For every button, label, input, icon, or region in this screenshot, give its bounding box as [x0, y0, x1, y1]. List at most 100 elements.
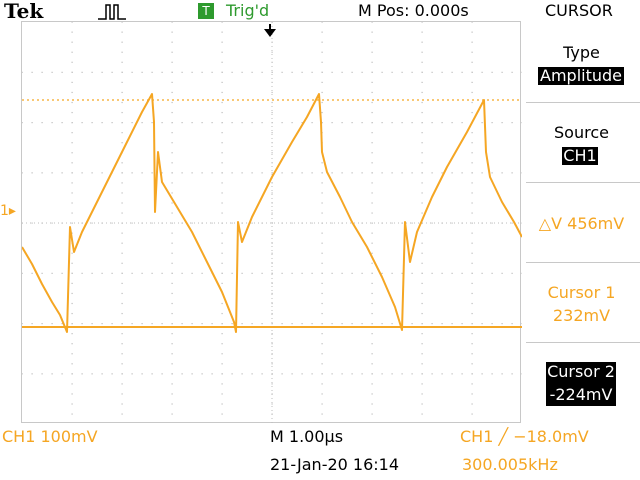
grid-dot — [421, 182, 423, 184]
grid-dot — [351, 373, 353, 375]
grid-dot — [471, 41, 473, 43]
grid-dot — [251, 222, 253, 224]
grid-dot — [421, 292, 423, 295]
grid-dot — [421, 142, 423, 144]
grid-dot — [171, 71, 173, 73]
cursor1-label[interactable]: Cursor 1 — [547, 283, 616, 302]
grid-dot — [231, 122, 233, 124]
menu-source-label[interactable]: Source — [554, 123, 609, 142]
grid-dot — [471, 21, 473, 23]
grid-dot — [201, 71, 203, 73]
grid-dot — [291, 373, 293, 375]
grid-dot — [411, 323, 413, 325]
ch1-ground-marker[interactable]: 1▸ — [0, 203, 16, 219]
grid-dot — [171, 413, 173, 415]
grid-dot — [431, 172, 433, 174]
waveform-display — [21, 21, 523, 424]
grid-dot — [471, 212, 473, 214]
trigger-frequency: 300.005kHz — [462, 455, 558, 474]
grid-dot — [471, 232, 473, 234]
grid-dot — [121, 353, 123, 355]
grid-dot — [371, 232, 373, 234]
grid-dot — [511, 323, 513, 325]
grid-dot — [321, 41, 323, 43]
grid-dot — [321, 282, 323, 284]
grid-dot — [211, 71, 213, 73]
grid-dot — [491, 373, 493, 375]
menu-type-value[interactable]: Amplitude — [538, 66, 624, 85]
grid-dot — [451, 323, 453, 325]
grid-dot — [381, 122, 383, 124]
grid-dot — [311, 373, 313, 375]
grid-dot — [121, 292, 123, 295]
grid-dot — [361, 122, 363, 124]
grid-dot — [61, 172, 63, 174]
grid-dot — [421, 21, 423, 23]
grid-dot — [171, 81, 173, 83]
grid-dot — [161, 71, 163, 73]
grid-dot — [261, 272, 263, 274]
grid-dot — [511, 222, 513, 224]
grid-dot — [71, 162, 73, 164]
grid-dot — [421, 353, 423, 355]
grid-dot — [241, 373, 243, 375]
cursor1-value: 232mV — [552, 306, 611, 325]
grid-dot — [331, 172, 333, 174]
grid-dot — [131, 373, 133, 375]
cursor2-selected-box[interactable] — [546, 362, 616, 406]
grid-dot — [481, 323, 483, 325]
grid-dot — [471, 61, 473, 63]
grid-dot — [221, 192, 223, 194]
grid-dot — [371, 252, 373, 254]
grid-dot — [291, 71, 293, 73]
grid-dot — [61, 71, 63, 73]
grid-dot — [271, 282, 273, 284]
grid-dot — [71, 132, 73, 134]
grid-dot — [521, 172, 523, 174]
grid-dot — [461, 172, 463, 174]
grid-dot — [271, 152, 273, 154]
grid-dot — [401, 272, 403, 274]
grid-dot — [71, 403, 73, 405]
grid-dot — [261, 323, 263, 325]
grid-dot — [221, 272, 223, 274]
menu-type-label[interactable]: Type — [563, 43, 600, 62]
grid-dot — [241, 272, 243, 274]
grid-dot — [471, 142, 473, 144]
grid-dot — [371, 272, 373, 274]
grid-dot — [331, 222, 333, 224]
grid-dot — [471, 272, 473, 274]
grid-dot — [371, 192, 373, 194]
grid-dot — [431, 71, 433, 73]
grid-dot — [121, 101, 123, 104]
grid-dot — [431, 222, 433, 224]
menu-source-value[interactable]: CH1 — [562, 146, 598, 165]
grid-dot — [101, 373, 103, 375]
grid-dot — [131, 272, 133, 274]
grid-dot — [421, 363, 423, 365]
cursor2-label[interactable]: Cursor 2 — [547, 362, 615, 381]
grid-dot — [221, 343, 223, 345]
grid-dot — [51, 172, 53, 174]
grid-dot — [181, 373, 183, 375]
grid-dot — [101, 272, 103, 274]
grid-dot — [271, 343, 273, 345]
grid-dot — [341, 71, 343, 73]
grid-dot — [211, 222, 213, 224]
grid-dot — [461, 373, 463, 375]
grid-dot — [441, 122, 443, 124]
grid-dot — [271, 373, 273, 375]
grid-dot — [421, 393, 423, 395]
grid-dot — [21, 172, 23, 174]
grid-dot — [321, 383, 323, 385]
grid-dot — [121, 41, 123, 43]
grid-dot — [151, 222, 153, 224]
grid-dot — [441, 272, 443, 274]
grid-dot — [121, 212, 123, 214]
date-time: 21-Jan-20 16:14 — [270, 455, 400, 474]
grid-dot — [71, 51, 73, 53]
grid-dot — [271, 333, 273, 335]
grid-dot — [471, 353, 473, 355]
grid-dot — [231, 71, 233, 73]
grid-dot — [301, 373, 303, 375]
